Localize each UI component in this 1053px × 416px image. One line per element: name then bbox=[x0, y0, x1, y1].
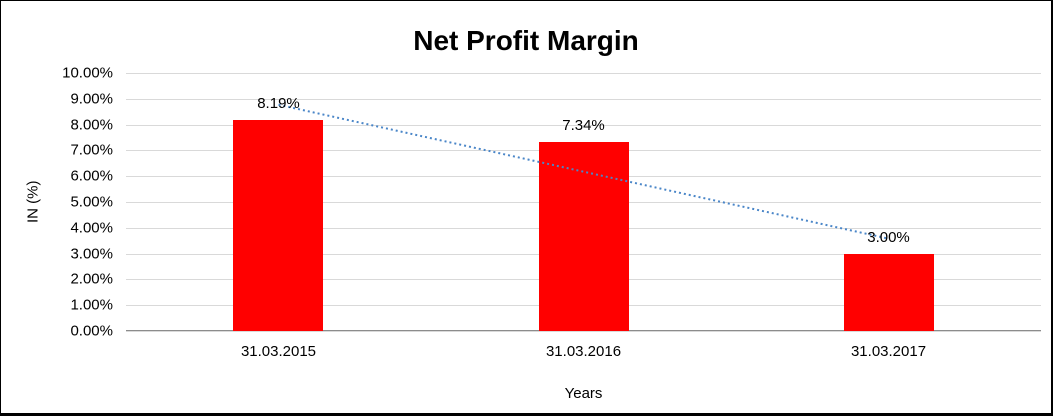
y-tick-label: 6.00% bbox=[70, 167, 113, 185]
y-tick-label: 0.00% bbox=[70, 322, 113, 340]
chart-title: Net Profit Margin bbox=[413, 25, 639, 56]
y-tick-label: 3.00% bbox=[70, 245, 113, 263]
y-tick-label: 5.00% bbox=[70, 193, 113, 211]
bar-data-label: 7.34% bbox=[562, 116, 605, 134]
y-tick-label: 2.00% bbox=[70, 270, 113, 288]
x-axis: 31.03.2015 31.03.2016 31.03.2017 bbox=[126, 343, 1041, 363]
x-tick-label: 31.03.2017 bbox=[850, 343, 927, 360]
x-axis-title: Years bbox=[564, 385, 603, 402]
y-tick-label: 8.00% bbox=[70, 116, 113, 134]
y-tick-label: 4.00% bbox=[70, 219, 113, 237]
y-tick-label: 10.00% bbox=[62, 64, 113, 82]
gridline bbox=[126, 73, 1041, 74]
bar-31.03.2016 bbox=[538, 141, 629, 331]
y-tick-label: 9.00% bbox=[70, 90, 113, 108]
gridline bbox=[126, 98, 1041, 100]
x-tick-label: 31.03.2015 bbox=[240, 343, 317, 360]
gridline bbox=[126, 331, 1041, 332]
bar-31.03.2015 bbox=[233, 119, 324, 331]
bar-31.03.2017 bbox=[843, 253, 934, 331]
y-axis: 0.00% 1.00% 2.00% 3.00% 4.00% 5.00% 6.00% 7.00%… bbox=[1, 65, 119, 340]
bar-data-label: 8.19% bbox=[257, 94, 300, 112]
x-tick-label: 31.03.2016 bbox=[545, 343, 622, 360]
bar-data-label: 3.00% bbox=[867, 228, 910, 246]
y-tick-label: 1.00% bbox=[70, 296, 113, 314]
y-tick-label: 7.00% bbox=[70, 141, 113, 159]
plot-area: 8.19% 7.34% 3.00% bbox=[126, 73, 1041, 332]
